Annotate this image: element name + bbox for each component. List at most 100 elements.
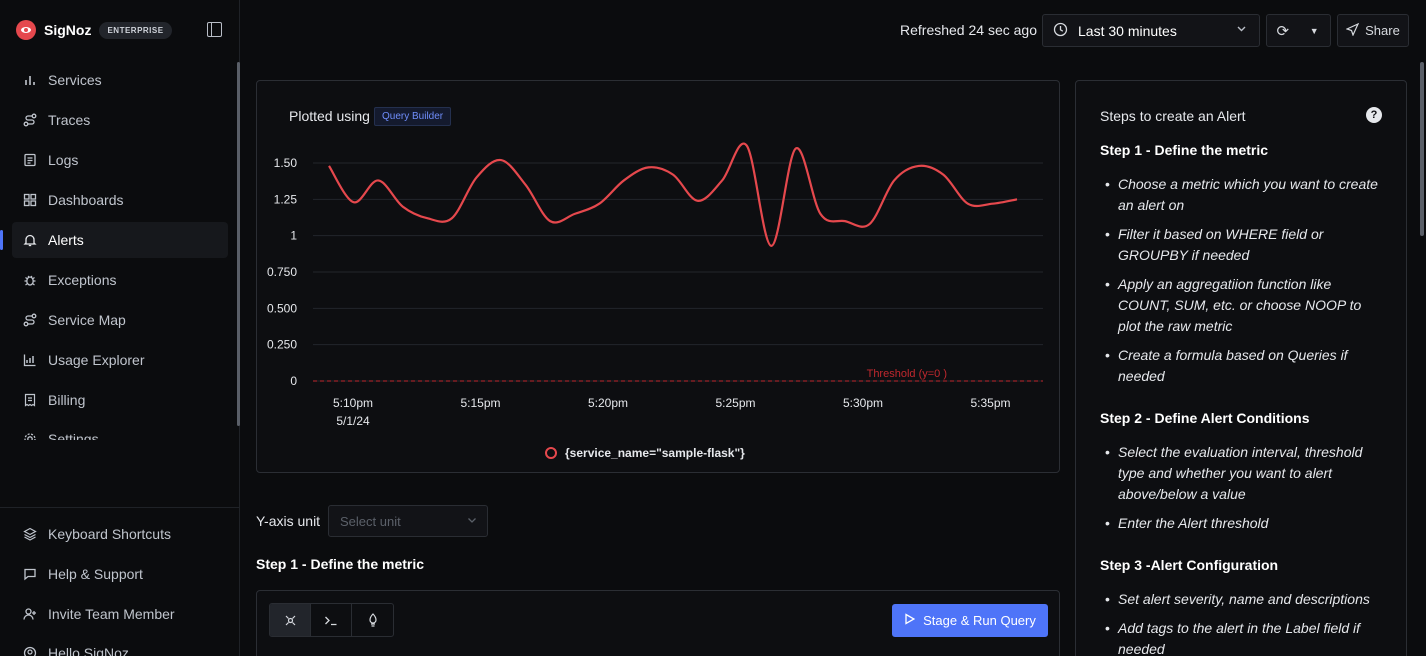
sidebar-item-user[interactable]: Hello SigNoz	[12, 636, 228, 656]
step-item: Select the evaluation interval, threshol…	[1105, 442, 1378, 505]
query-panel: Stage & Run Query	[256, 590, 1060, 656]
message-icon	[22, 566, 38, 582]
sidebar-item-dashboards[interactable]: Dashboards	[12, 182, 228, 218]
step-item: Set alert severity, name and description…	[1105, 589, 1378, 610]
sidebar-item-label: Service Map	[48, 312, 126, 328]
sidebar-item-label: Hello SigNoz	[48, 645, 129, 656]
enterprise-badge: ENTERPRISE	[99, 21, 172, 39]
sidebar-item-help-support[interactable]: Help & Support	[12, 556, 228, 592]
sidebar-item-keyboard-shortcuts[interactable]: Keyboard Shortcuts	[12, 516, 228, 552]
step-item: Add tags to the alert in the Label field…	[1105, 618, 1378, 656]
legend-marker	[545, 447, 557, 459]
query-builder-tag: Query Builder	[374, 107, 452, 126]
chevron-down-icon	[1236, 23, 1247, 37]
sidebar-item-label: Traces	[48, 112, 91, 128]
y-tick-label: 1.25	[274, 192, 298, 206]
grid-icon	[22, 192, 38, 208]
chevron-down-icon	[467, 515, 477, 528]
route-icon	[22, 312, 38, 328]
threshold-label: Threshold (y=0 )	[867, 368, 947, 380]
promql-icon[interactable]	[352, 604, 393, 636]
x-tick-date-label: 5/1/24	[336, 414, 370, 428]
series-line	[328, 142, 1018, 247]
play-icon	[904, 613, 916, 628]
query-builder-icon[interactable]	[270, 604, 311, 636]
sidebar-item-label: Invite Team Member	[48, 606, 175, 622]
brand-name: SigNoz	[44, 22, 92, 38]
share-button[interactable]: Share	[1337, 14, 1409, 47]
y-tick-label: 0.500	[267, 301, 297, 315]
x-tick-label: 5:15pm	[460, 396, 500, 410]
sidebar-item-label: Logs	[48, 152, 79, 168]
legend-label: {service_name="sample-flask"}	[565, 446, 745, 460]
sidebar-item-label: Billing	[48, 392, 86, 408]
alert-steps-panel: Steps to create an Alert ? Step 1 - Defi…	[1075, 80, 1407, 656]
sidebar-item-billing[interactable]: Billing	[12, 382, 228, 418]
stage-run-label: Stage & Run Query	[923, 613, 1036, 628]
sidebar: SigNoz ENTERPRISE Services Traces Logs D…	[0, 0, 240, 656]
step-heading: Step 3 -Alert Configuration	[1100, 557, 1279, 573]
sidebar-item-settings[interactable]: Settings	[12, 422, 228, 440]
share-label: Share	[1365, 23, 1400, 38]
refresh-control[interactable]: ⟳ ▼	[1266, 14, 1331, 47]
time-range-picker[interactable]: Last 30 minutes	[1042, 14, 1260, 47]
y-axis-unit-placeholder: Select unit	[340, 513, 401, 529]
brand[interactable]: SigNoz ENTERPRISE	[16, 18, 172, 42]
y-tick-label: 1	[290, 229, 297, 243]
refresh-icon[interactable]: ⟳	[1276, 21, 1290, 40]
user-plus-icon	[22, 606, 38, 622]
x-tick-label: 5:20pm	[588, 396, 628, 410]
step-heading: Step 1 - Define the metric	[1100, 142, 1269, 158]
sidebar-item-label: Help & Support	[48, 566, 143, 582]
sidebar-item-services[interactable]: Services	[12, 62, 228, 98]
sidebar-item-invite-team-member[interactable]: Invite Team Member	[12, 596, 228, 632]
user-circle-icon	[22, 645, 38, 656]
sidebar-item-exceptions[interactable]: Exceptions	[12, 262, 228, 298]
terminal-icon[interactable]	[311, 604, 352, 636]
x-tick-label: 5:35pm	[970, 396, 1010, 410]
y-axis-unit-label: Y-axis unit	[256, 513, 321, 529]
route-icon	[22, 112, 38, 128]
sidebar-item-label: Exceptions	[48, 272, 117, 288]
sidebar-collapse-icon[interactable]	[207, 22, 222, 37]
sidebar-item-alerts[interactable]: Alerts	[0, 222, 228, 258]
y-tick-label: 0.750	[267, 265, 297, 279]
step-item: Filter it based on WHERE field or GROUPB…	[1105, 224, 1378, 266]
help-icon[interactable]: ?	[1366, 107, 1382, 123]
line-chart: 1.50 1.25 1 0.750 0.500 0.250 0 5:10pm 5:15pm 5:2…	[267, 142, 1043, 460]
x-tick-label: 5:10pm	[333, 396, 373, 410]
sidebar-scrollbar[interactable]	[237, 62, 240, 426]
stage-run-query-button[interactable]: Stage & Run Query	[892, 604, 1048, 637]
sidebar-item-label: Alerts	[48, 232, 84, 248]
sidebar-item-service-map[interactable]: Service Map	[12, 302, 228, 338]
x-tick-label: 5:30pm	[843, 396, 883, 410]
sidebar-item-logs[interactable]: Logs	[12, 142, 228, 178]
sidebar-item-label: Usage Explorer	[48, 352, 145, 368]
sidebar-divider	[0, 507, 240, 508]
y-tick-label: 0.250	[267, 338, 297, 352]
clock-icon	[1053, 22, 1068, 40]
layers-icon	[22, 526, 38, 542]
page-scrollbar[interactable]	[1420, 62, 1424, 236]
y-tick-label: 0	[290, 374, 297, 388]
sidebar-item-label: Keyboard Shortcuts	[48, 526, 171, 542]
time-range-label: Last 30 minutes	[1078, 22, 1177, 39]
x-tick-label: 5:25pm	[715, 396, 755, 410]
send-icon	[1345, 22, 1360, 39]
sidebar-item-usage-explorer[interactable]: Usage Explorer	[12, 342, 228, 378]
step-item: Choose a metric which you want to create…	[1105, 174, 1378, 216]
sidebar-item-traces[interactable]: Traces	[12, 102, 228, 138]
sidebar-item-label: Settings	[48, 431, 99, 440]
bell-icon	[22, 232, 38, 248]
y-axis-unit-select[interactable]: Select unit	[328, 505, 488, 537]
bug-icon	[22, 272, 38, 288]
step-item: Create a formula based on Queries if nee…	[1105, 345, 1378, 387]
chart-panel: Plotted using Query Builder 1.50 1.25 1 0.7…	[256, 80, 1060, 473]
sidebar-item-label: Services	[48, 72, 102, 88]
steps-title: Steps to create an Alert	[1100, 108, 1246, 124]
query-type-tabs	[269, 603, 394, 637]
caret-down-icon[interactable]: ▼	[1309, 25, 1319, 36]
receipt-icon	[22, 392, 38, 408]
gear-icon	[22, 431, 38, 440]
step1-title: Step 1 - Define the metric	[256, 556, 425, 572]
